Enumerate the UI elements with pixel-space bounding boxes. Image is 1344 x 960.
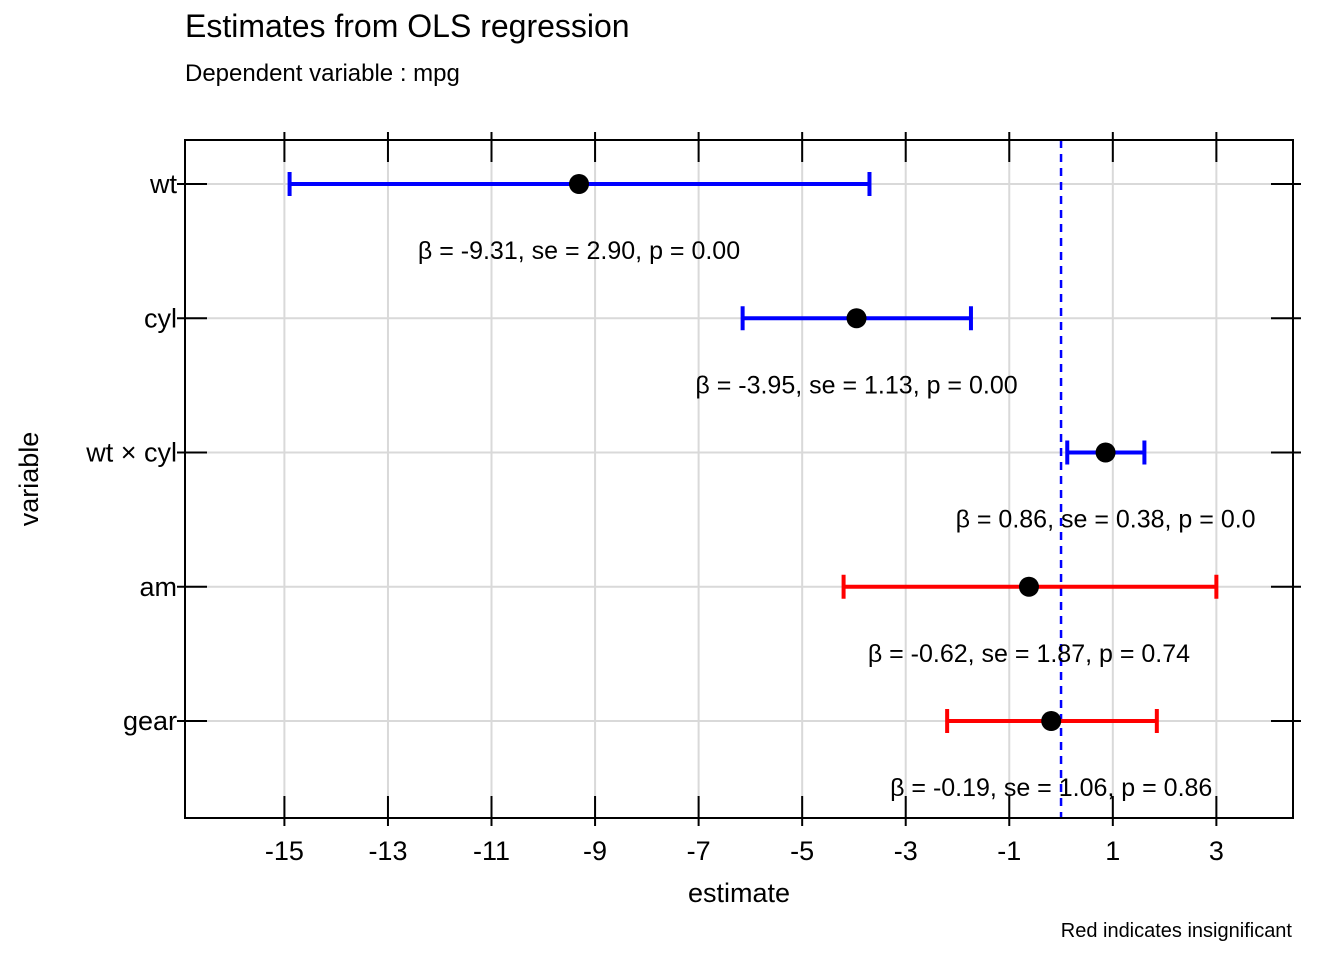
estimate-point <box>846 308 867 329</box>
chart-title: Estimates from OLS regression <box>185 8 630 44</box>
y-tick-label: am <box>139 572 177 602</box>
x-tick-label: -3 <box>894 836 918 866</box>
estimate-labels: β = -9.31, se = 2.90, p = 0.00 β = -3.95,… <box>418 237 1256 802</box>
x-axis-label: estimate <box>688 878 790 908</box>
estimate-label: β = -3.95, se = 1.13, p = 0.00 <box>695 371 1017 399</box>
plot-frame <box>184 139 1294 819</box>
x-axis-ticks: -15 -13 -11 -9 -7 -5 -3 -1 1 3 <box>265 132 1224 866</box>
estimate-point <box>569 174 590 194</box>
estimate-label: β = -9.31, se = 2.90, p = 0.00 <box>418 237 740 265</box>
x-tick-label: -11 <box>473 836 510 866</box>
estimate-point <box>1095 442 1116 463</box>
x-tick-label: -15 <box>265 836 304 866</box>
y-tick-label: gear <box>123 706 177 736</box>
x-tick-label: -13 <box>368 836 407 866</box>
estimate-point <box>1018 576 1039 597</box>
y-tick-label: wt <box>149 169 177 199</box>
estimate-point <box>1041 711 1062 731</box>
estimate-points <box>569 174 1116 731</box>
y-axis-ticks: wt cyl wt × cyl am gear <box>85 169 1301 736</box>
x-tick-label: -5 <box>790 836 814 866</box>
x-tick-label: -7 <box>687 836 711 866</box>
estimate-label: β = -0.62, se = 1.87, p = 0.74 <box>868 640 1190 668</box>
estimate-label: β = 0.86, se = 0.38, p = 0.0 <box>956 506 1256 534</box>
x-tick-label: 1 <box>1105 836 1120 866</box>
y-tick-label: wt × cyl <box>85 438 177 468</box>
estimate-label: β = -0.19, se = 1.06, p = 0.86 <box>890 774 1212 802</box>
x-tick-label: -9 <box>583 836 607 866</box>
chart-subtitle: Dependent variable : mpg <box>185 60 460 87</box>
x-tick-label: 3 <box>1209 836 1224 866</box>
x-tick-label: -1 <box>997 836 1021 866</box>
y-axis-label: variable <box>14 432 44 527</box>
y-tick-label: cyl <box>144 303 177 333</box>
chart-caption: Red indicates insignificant <box>1060 920 1292 942</box>
